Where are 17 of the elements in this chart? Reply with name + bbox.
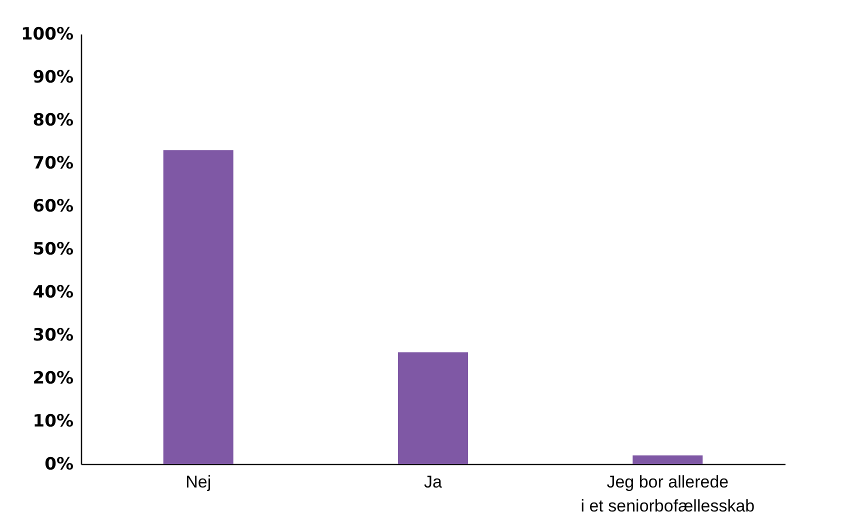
x-tick-label: Nej (186, 472, 212, 492)
x-tick-label: Jeg bor allerede i et seniorbofællesskab (580, 472, 755, 515)
y-tick-label: 100% (20, 24, 74, 44)
y-tick-label: 30% (32, 326, 74, 346)
y-tick-label: 50% (32, 240, 74, 260)
y-tick-label: 60% (32, 196, 74, 216)
bar (163, 150, 234, 464)
bar (632, 455, 703, 464)
y-tick-label: 90% (32, 68, 74, 88)
y-tick-label: 40% (32, 282, 74, 302)
y-tick-label: 20% (32, 368, 74, 388)
x-tick-label: Ja (424, 472, 443, 492)
bar (398, 352, 468, 464)
y-tick-label: 10% (32, 412, 74, 432)
y-tick-label: 70% (32, 154, 74, 174)
y-tick-label: 0% (44, 454, 74, 474)
y-tick-label: 80% (32, 110, 74, 130)
